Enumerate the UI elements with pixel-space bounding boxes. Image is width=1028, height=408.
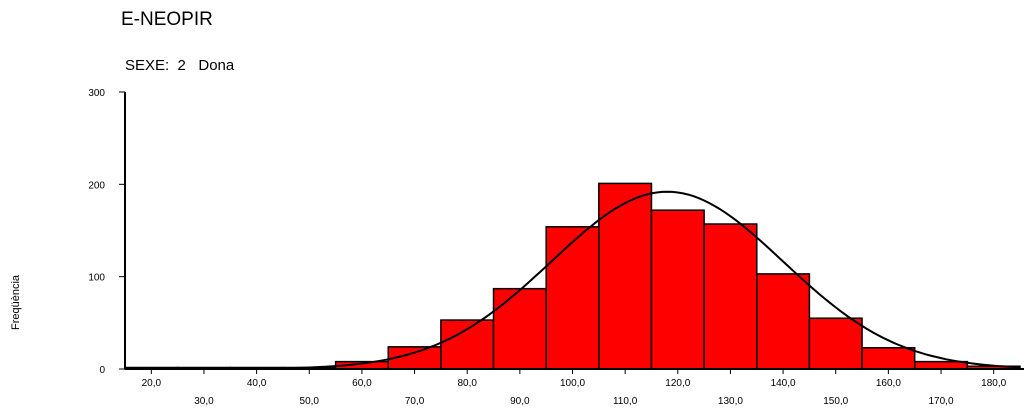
histogram-bar — [440, 319, 495, 370]
histogram-bar — [650, 209, 705, 370]
histogram-bar — [756, 273, 811, 370]
ticks-group: 0 100 200 300 20,0 40,0 60,0 80,0 100,0 120,0 140,… — [88, 88, 1006, 407]
x-tick-label: 160,0 — [876, 378, 901, 389]
x-tick-label: 20,0 — [142, 378, 162, 389]
x-tick-label: 120,0 — [665, 378, 690, 389]
x-tick-label: 80,0 — [457, 378, 477, 389]
y-tick-label: 200 — [88, 180, 105, 191]
chart-subtitle: SEXE: 2 Dona — [125, 57, 235, 74]
x-tick-label: 150,0 — [823, 396, 848, 407]
x-tick-label: 110,0 — [613, 396, 638, 407]
y-tick-label: 300 — [88, 88, 105, 99]
histogram-bar — [808, 317, 863, 370]
x-tick-label: 170,0 — [929, 396, 954, 407]
x-tick-label: 40,0 — [247, 378, 267, 389]
histogram-bar — [598, 182, 653, 370]
x-tick-label: 70,0 — [405, 396, 425, 407]
x-tick-label: 100,0 — [560, 378, 585, 389]
y-tick-label: 0 — [99, 365, 105, 376]
x-tick-label: 30,0 — [194, 396, 214, 407]
x-tick-label: 60,0 — [352, 378, 372, 389]
axes-group — [124, 92, 1024, 370]
x-tick-label: 50,0 — [300, 396, 320, 407]
histogram-bar — [861, 347, 916, 370]
histogram-bar — [492, 287, 547, 370]
chart-title: E-NEOPIR — [121, 9, 213, 30]
x-tick-label: 130,0 — [718, 396, 743, 407]
histogram-bar — [703, 223, 758, 370]
histogram-bar — [913, 360, 969, 370]
y-tick-label: 100 — [88, 273, 105, 284]
x-tick-label: 140,0 — [771, 378, 796, 389]
x-tick-label: 90,0 — [510, 396, 530, 407]
x-tick-label: 180,0 — [981, 378, 1006, 389]
bars-group — [124, 182, 1021, 370]
histogram-bar — [545, 226, 600, 370]
